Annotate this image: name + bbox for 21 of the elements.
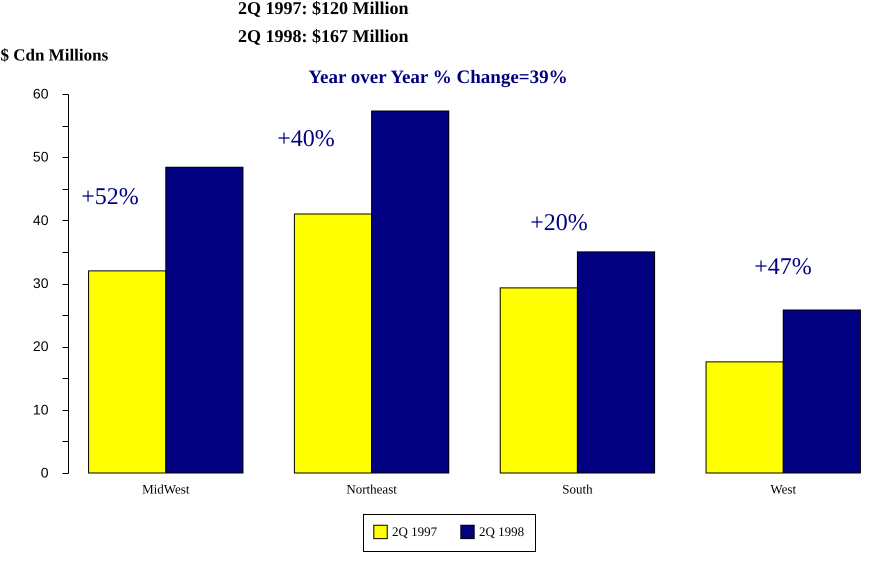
x-tick-label: West bbox=[770, 482, 796, 496]
x-tick-label: MidWest bbox=[142, 482, 190, 496]
y-tick-label: 20 bbox=[32, 338, 49, 354]
annotation: +20% bbox=[530, 210, 588, 236]
annotation: +52% bbox=[81, 184, 139, 210]
legend-label: 2Q 1998 bbox=[479, 524, 524, 539]
y-tick-label: 30 bbox=[32, 275, 49, 291]
y-tick-label: 60 bbox=[32, 86, 49, 102]
y-tick-label: 10 bbox=[32, 401, 49, 418]
x-tick-label: South bbox=[562, 482, 594, 496]
y-tick-label: 0 bbox=[40, 464, 49, 480]
y-axis-title: $ Cdn Millions bbox=[0, 46, 109, 64]
y-tick-label: 50 bbox=[32, 148, 49, 165]
text: Year over Year % Change=39% bbox=[308, 67, 568, 88]
annotation: +40% bbox=[277, 126, 335, 152]
chart-subtitle: 2Q 1998: $167 Million bbox=[238, 26, 408, 46]
annotation: +47% bbox=[754, 254, 812, 280]
y-tick-label: 40 bbox=[32, 212, 49, 228]
chart-title: 2Q 1997: $120 Million bbox=[238, 0, 408, 18]
x-tick-label: Northeast bbox=[346, 482, 398, 496]
legend-label: 2Q 1997 bbox=[392, 524, 438, 539]
